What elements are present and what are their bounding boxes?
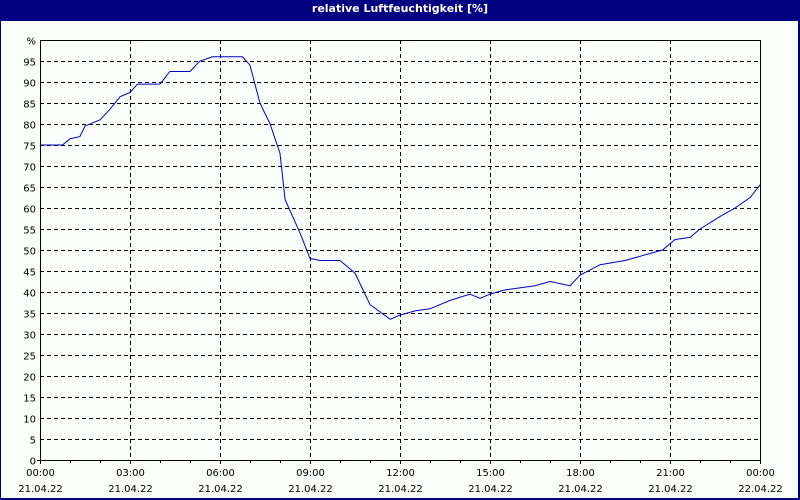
x-tick-date: 21.04.22 <box>288 484 333 495</box>
x-tick-date: 21.04.22 <box>558 484 603 495</box>
x-tick-date: 22.04.22 <box>738 484 783 495</box>
y-tick-label: % <box>26 37 36 48</box>
y-tick-label: 20 <box>23 373 36 384</box>
x-tick-date: 21.04.22 <box>108 484 153 495</box>
x-tick-time: 12:00 <box>386 468 415 479</box>
chart-title: relative Luftfeuchtigkeit [%] <box>311 2 489 15</box>
x-tick-date: 21.04.22 <box>378 484 423 495</box>
x-tick-date: 21.04.22 <box>468 484 513 495</box>
y-tick-label: 5 <box>30 436 36 447</box>
y-tick-label: 50 <box>23 247 36 258</box>
x-tick-time: 06:00 <box>206 468 235 479</box>
y-tick-label: 60 <box>23 205 36 216</box>
y-tick-label: 70 <box>23 163 36 174</box>
x-tick-date: 21.04.22 <box>18 484 63 495</box>
y-tick-label: 30 <box>23 331 36 342</box>
y-tick-label: 95 <box>23 58 36 69</box>
grid-lines <box>40 40 760 460</box>
y-tick-label: 65 <box>23 184 36 195</box>
y-tick-label: 45 <box>23 268 36 279</box>
y-axis: 0 5 10 15 20 25 30 35 40 45 50 55 60 65 70 75 80 85 90 95% <box>23 37 40 468</box>
x-tick-time: 03:00 <box>116 468 145 479</box>
x-tick-time: 00:00 <box>26 468 55 479</box>
y-tick-label: 40 <box>23 289 36 300</box>
line-chart: 05101520253035404550556065707580859095% … <box>18 37 783 496</box>
x-tick-date: 21.04.22 <box>648 484 693 495</box>
y-tick-label: 85 <box>23 100 36 111</box>
y-tick-label: 0 <box>30 457 36 468</box>
x-tick-time: 15:00 <box>476 468 505 479</box>
y-tick-label: 90 <box>23 79 36 90</box>
y-tick-label: 80 <box>23 121 36 132</box>
x-tick-time: 00:00 <box>746 468 775 479</box>
y-tick-label: 25 <box>23 352 36 363</box>
y-tick-label: 15 <box>23 394 36 405</box>
chart-canvas: 0 5 10 15 20 25 30 35 40 45 50 55 60 65 70 75 80 85 90 95% … <box>1 21 798 498</box>
y-tick-label: 35 <box>23 310 36 321</box>
y-tick-label: 75 <box>23 142 36 153</box>
x-tick-time: 09:00 <box>296 468 325 479</box>
x-tick-date: 21.04.22 <box>198 484 243 495</box>
plot-frame <box>40 40 761 461</box>
x-tick-time: 18:00 <box>566 468 595 479</box>
x-axis: 00:00 21.04.22 03:00 21.04.22 06:00 21.04.22 0… <box>18 460 783 495</box>
x-tick-time: 21:00 <box>656 468 685 479</box>
y-tick-label: 10 <box>23 415 36 426</box>
y-tick-label: 55 <box>23 226 36 237</box>
humidity-series-line <box>40 56 761 320</box>
